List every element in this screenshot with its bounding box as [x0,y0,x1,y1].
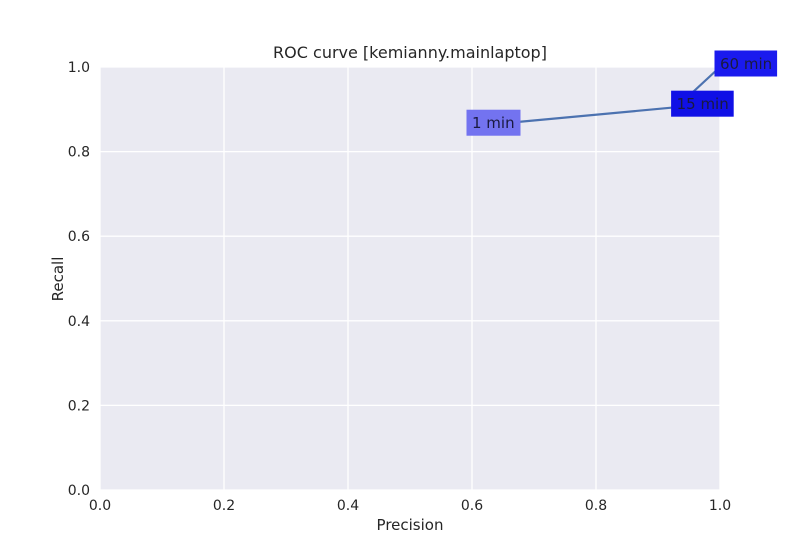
x-tick-label: 0.0 [89,498,111,514]
annotation-box [466,109,521,136]
x-axis-title: Precision [377,516,444,534]
annotation-label: 60 min [720,55,772,73]
x-tick-label: 0.6 [461,498,483,514]
y-tick-label: 1.0 [68,60,90,76]
plot-area [100,67,720,490]
x-tick-labels: 0.0 0.2 0.4 0.6 0.8 1.0 [89,498,731,514]
annotation-box [714,50,778,77]
y-tick-label: 0.2 [68,398,90,414]
x-tick-label: 0.4 [337,498,359,514]
chart-title: ROC curve [kemianny.mainlaptop] [273,43,547,62]
x-tick-label: 1.0 [709,498,731,514]
y-axis-title: Recall [49,257,67,302]
y-tick-label: 0.0 [68,483,90,499]
annotation-label: 15 min [677,95,729,113]
x-tick-label: 0.2 [213,498,235,514]
annotation-label: 1 min [472,114,515,132]
grid-lines [99,66,721,491]
y-tick-label: 0.4 [68,314,90,330]
annotation-box [671,90,734,117]
annotation-layer: 1 min 15 min 60 min [466,50,778,136]
x-tick-label: 0.8 [585,498,607,514]
y-tick-label: 0.8 [68,145,90,161]
y-tick-label: 0.6 [68,229,90,245]
y-tick-labels: 0.0 0.2 0.4 0.6 0.8 1.0 [68,60,90,499]
